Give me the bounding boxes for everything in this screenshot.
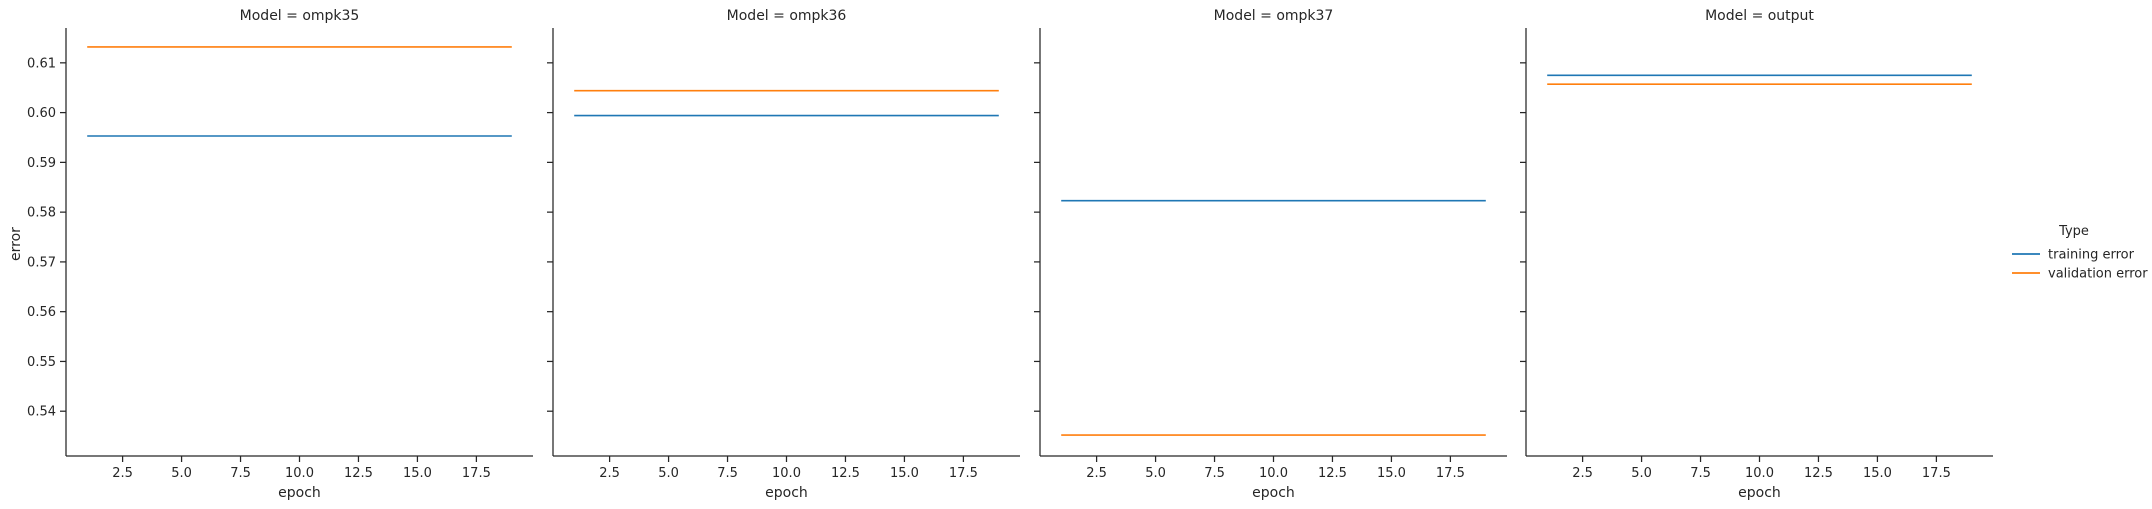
x-tick-label: 17.5 xyxy=(1436,466,1465,481)
x-tick-label: 10.0 xyxy=(285,466,314,481)
x-axis-label: epoch xyxy=(1738,485,1781,501)
panel-title: Model = ompk35 xyxy=(240,8,360,24)
x-tick-label: 17.5 xyxy=(949,466,978,481)
x-tick-label: 15.0 xyxy=(1863,466,1892,481)
x-tick-label: 10.0 xyxy=(1745,466,1774,481)
x-tick-label: 5.0 xyxy=(1145,466,1166,481)
x-tick-label: 2.5 xyxy=(1572,466,1593,481)
y-tick-label: 0.61 xyxy=(27,56,56,71)
x-tick-label: 15.0 xyxy=(1377,466,1406,481)
x-tick-label: 17.5 xyxy=(1922,466,1951,481)
y-tick-label: 0.59 xyxy=(27,156,56,171)
y-tick-label: 0.56 xyxy=(27,305,56,320)
panel-3: Model = output 2.5 5.0 7.5 10.0 12.5 15.0 17.5 e… xyxy=(1520,8,1993,501)
panel-title: Model = output xyxy=(1705,8,1814,24)
x-tick-label: 5.0 xyxy=(1631,466,1652,481)
x-tick-label: 15.0 xyxy=(403,466,432,481)
legend: Type training error validation error xyxy=(2012,224,2148,282)
x-axis-label: epoch xyxy=(1252,485,1295,501)
y-tick-label: 0.60 xyxy=(27,106,56,121)
x-tick-label: 12.5 xyxy=(831,466,860,481)
x-tick-label: 17.5 xyxy=(462,466,491,481)
y-tick-label: 0.58 xyxy=(27,206,56,221)
panel-0: Model = ompk35 0.54 0.55 0.56 0.57 0.58 0.59 0.… xyxy=(27,8,533,501)
x-tick-label: 2.5 xyxy=(599,466,620,481)
x-tick-label: 7.5 xyxy=(230,466,251,481)
x-tick-label: 12.5 xyxy=(1318,466,1347,481)
x-tick-label: 7.5 xyxy=(1204,466,1225,481)
chart-panels: Model = ompk35 0.54 0.55 0.56 0.57 0.58 0.59 0.… xyxy=(27,8,1993,501)
x-tick-label: 7.5 xyxy=(1690,466,1711,481)
x-axis-label: epoch xyxy=(278,485,321,501)
legend-label: validation error xyxy=(2048,267,2148,282)
x-tick-label: 7.5 xyxy=(717,466,738,481)
legend-entries: training error validation error xyxy=(2012,248,2148,282)
x-tick-label: 2.5 xyxy=(112,466,133,481)
x-tick-label: 15.0 xyxy=(890,466,919,481)
x-tick-label: 5.0 xyxy=(171,466,192,481)
y-tick-label: 0.55 xyxy=(27,355,56,370)
x-tick-label: 12.5 xyxy=(344,466,373,481)
x-tick-label: 12.5 xyxy=(1804,466,1833,481)
x-tick-label: 2.5 xyxy=(1086,466,1107,481)
panel-title: Model = ompk36 xyxy=(727,8,847,24)
x-tick-label: 5.0 xyxy=(658,466,679,481)
x-axis-label: epoch xyxy=(765,485,808,501)
panel-1: Model = ompk36 2.5 5.0 7.5 10.0 12.5 15.0 17.5 e… xyxy=(547,8,1020,501)
legend-title: Type xyxy=(2058,224,2089,239)
y-axis-label: error xyxy=(8,227,24,261)
panel-title: Model = ompk37 xyxy=(1214,8,1334,24)
y-tick-label: 0.54 xyxy=(27,405,56,420)
x-tick-label: 10.0 xyxy=(772,466,801,481)
y-tick-label: 0.57 xyxy=(27,255,56,270)
x-tick-label: 10.0 xyxy=(1259,466,1288,481)
panel-2: Model = ompk37 2.5 5.0 7.5 10.0 12.5 15.0 17.5 e… xyxy=(1034,8,1507,501)
legend-label: training error xyxy=(2048,248,2135,263)
